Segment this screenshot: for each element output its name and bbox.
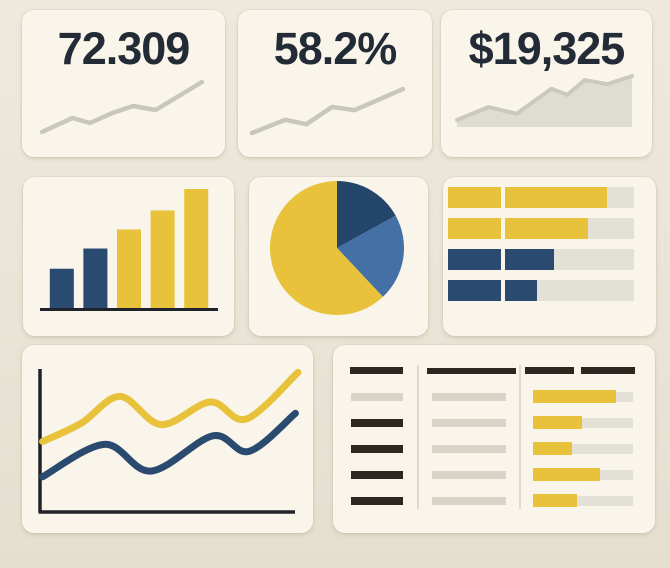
progress-fill [532, 416, 582, 429]
pie-chart [269, 181, 404, 315]
series-navy [39, 409, 299, 481]
category-block [448, 187, 501, 208]
kpi-sparkline-3 [455, 74, 634, 127]
cell-bar [351, 445, 403, 453]
category-block [448, 218, 501, 239]
column-chart-card [23, 177, 234, 336]
kpi-card-3: $19,325 [441, 10, 652, 157]
column-divider [519, 365, 521, 509]
column-header-bar [350, 367, 403, 374]
cell-bar [351, 497, 403, 505]
kpi-sparkline-1 [39, 79, 205, 135]
progress-bars-card [443, 177, 656, 336]
progress-bars [448, 187, 634, 303]
progress-track [532, 444, 633, 454]
kpi-card-2: 58.2% [238, 10, 432, 157]
column-header-bar [580, 367, 635, 374]
progress-fill [504, 249, 554, 270]
column-chart [40, 187, 218, 311]
progress-row [448, 218, 634, 239]
progress-fill [504, 280, 538, 301]
series-yellow [39, 368, 302, 445]
column-header-bar [426, 367, 516, 374]
column-header-bar [524, 367, 574, 374]
progress-fill [532, 494, 577, 507]
progress-track [532, 496, 633, 506]
progress-track [504, 187, 634, 208]
slice-yellow [269, 181, 383, 315]
cell-bar [351, 393, 403, 401]
progress-row [448, 280, 634, 301]
kpi-value-1: 72.309 [57, 23, 191, 74]
cell-bar [351, 471, 403, 479]
category-block [448, 280, 501, 301]
progress-track [504, 280, 634, 301]
kpi-card-1: 72.309 [22, 10, 225, 157]
cell-bar [351, 419, 403, 427]
line-chart [38, 368, 302, 514]
cell-bar [432, 445, 507, 453]
cell-bar [432, 471, 507, 479]
progress-row [448, 249, 634, 270]
cell-bar [432, 419, 507, 427]
progress-fill [532, 442, 572, 455]
progress-track [532, 418, 633, 428]
column-divider [416, 365, 419, 509]
category-block [448, 249, 501, 270]
table-card [333, 345, 655, 533]
progress-fill [532, 468, 600, 481]
cell-bar [432, 497, 507, 505]
line-chart-card [22, 345, 313, 533]
slice-blue [337, 215, 404, 297]
kpi-sparkline-2 [249, 86, 406, 136]
progress-track [504, 218, 634, 239]
progress-fill [504, 187, 607, 208]
data-table [350, 363, 635, 511]
kpi-value-2: 58.2% [273, 23, 398, 74]
progress-fill [504, 218, 588, 239]
progress-track [504, 249, 634, 270]
kpi-value-3: $19,325 [468, 23, 626, 74]
slice-dark-navy [337, 181, 396, 248]
progress-row [448, 187, 634, 208]
pie-chart-card [249, 177, 428, 336]
cell-bar [432, 393, 507, 401]
progress-fill [532, 390, 616, 403]
